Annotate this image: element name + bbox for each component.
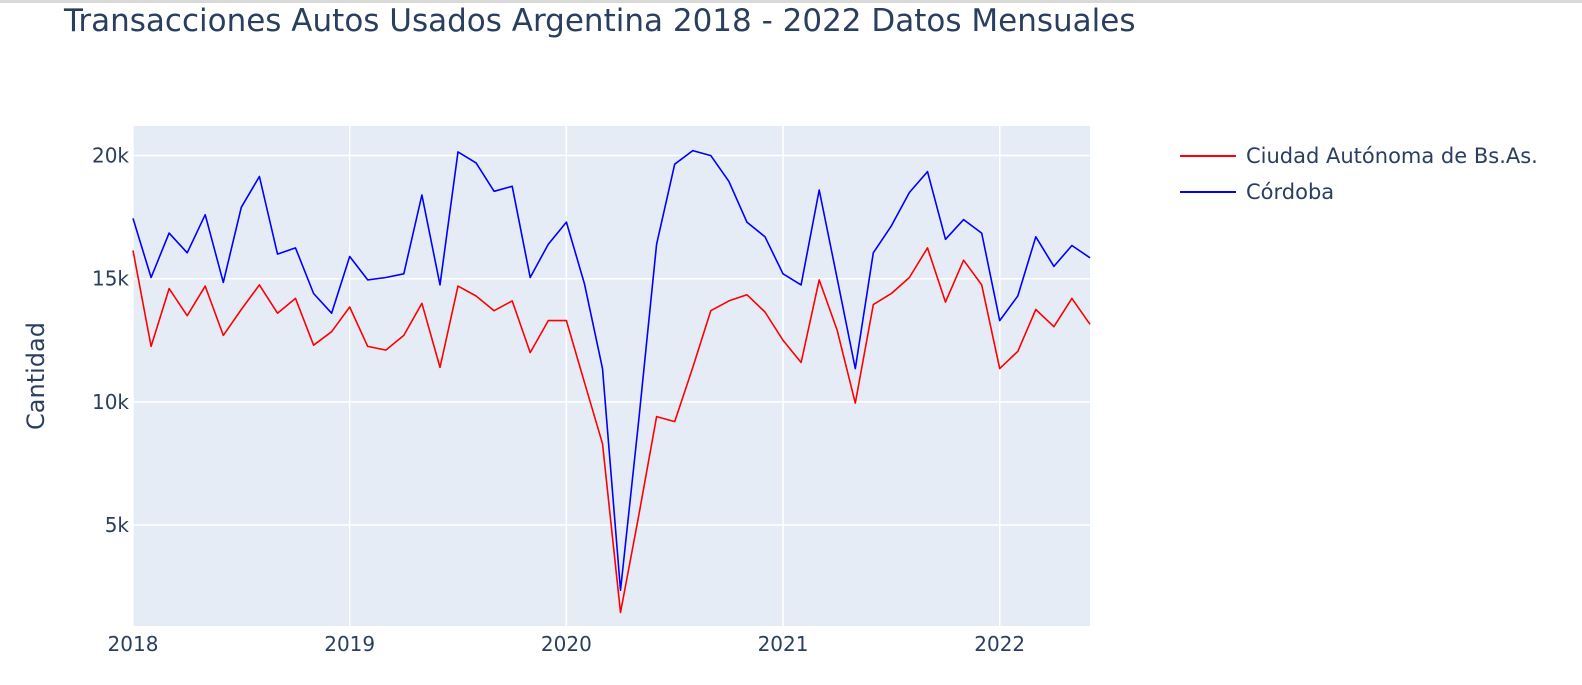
y-tick-label: 10k xyxy=(92,390,129,414)
series-line-1 xyxy=(132,149,1091,592)
legend-swatch xyxy=(1180,155,1236,157)
y-tick-label: 15k xyxy=(92,267,129,291)
series-lines xyxy=(132,149,1091,614)
legend-label: Ciudad Autónoma de Bs.As. xyxy=(1246,144,1538,168)
legend-item[interactable]: Córdoba xyxy=(1180,174,1538,210)
x-tick-label: 2022 xyxy=(974,632,1025,656)
legend-swatch xyxy=(1180,191,1236,193)
series-line-0 xyxy=(132,247,1091,614)
plot-area xyxy=(133,126,1090,626)
x-tick-label: 2019 xyxy=(324,632,375,656)
top-rule xyxy=(0,0,1582,3)
x-tick-label: 2020 xyxy=(541,632,592,656)
x-tick-label: 2018 xyxy=(108,632,159,656)
y-tick-label: 5k xyxy=(105,513,130,537)
legend-label: Córdoba xyxy=(1246,180,1335,204)
chart-title: Transacciones Autos Usados Argentina 201… xyxy=(64,3,1136,39)
x-tick-label: 2021 xyxy=(758,632,809,656)
tick-labels: 2018 2019 2020 2021 2022 5k 10k 15k 20k xyxy=(92,144,1025,656)
y-axis-title: Cantidad xyxy=(22,322,50,430)
legend-item[interactable]: Ciudad Autónoma de Bs.As. xyxy=(1180,138,1538,174)
y-tick-label: 20k xyxy=(92,144,129,168)
legend: Ciudad Autónoma de Bs.As. Córdoba xyxy=(1180,138,1538,210)
